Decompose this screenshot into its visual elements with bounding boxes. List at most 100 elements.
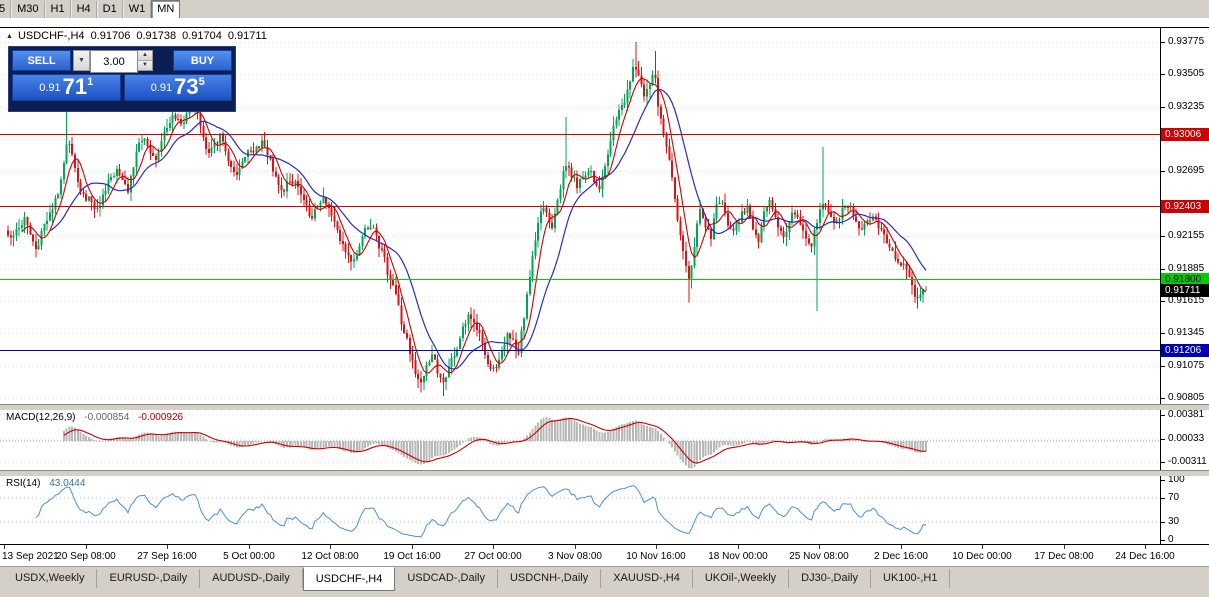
macd-signal-line bbox=[63, 418, 927, 464]
rsi-indicator-pane: RSI(14) 43.0444 bbox=[0, 476, 1161, 544]
rsi-axis[interactable]: 100 70 30 0 bbox=[1161, 476, 1209, 544]
price-tick-label: 0.91885 bbox=[1168, 263, 1205, 274]
chart-open-value: 0.91706 bbox=[90, 30, 131, 42]
horizontal-level-line-0.91206[interactable] bbox=[0, 350, 1160, 351]
chart-tab-uk100-h1[interactable]: UK100-,H1 bbox=[871, 569, 951, 588]
one-click-collapse-icon[interactable]: ▲ bbox=[6, 32, 13, 40]
price-tick-label: 0.92155 bbox=[1168, 230, 1205, 241]
price-axis[interactable]: 0.937750.935050.932350.929650.926950.921… bbox=[1161, 28, 1209, 404]
time-axis-tick bbox=[167, 545, 168, 549]
bid-quote-button[interactable]: 0.91 71 1 bbox=[12, 74, 121, 101]
time-axis-tick bbox=[1064, 545, 1065, 549]
macd-signal-value: -0.000926 bbox=[138, 412, 184, 423]
time-axis[interactable]: 13 Sep 2021 20 Sep 08:00 27 Sep 16:00 5 Oct… bbox=[0, 544, 1209, 567]
horizontal-level-line-0.92403[interactable] bbox=[0, 206, 1160, 207]
timeframe-button-5[interactable]: 5 bbox=[0, 0, 12, 18]
rsi-tick-label: 30 bbox=[1168, 516, 1180, 527]
price-tick-label: 0.91615 bbox=[1168, 295, 1205, 306]
chart-top-border bbox=[0, 27, 1209, 28]
price-axis-tick bbox=[1161, 74, 1165, 75]
price-tick-label: 0.93775 bbox=[1168, 36, 1205, 47]
timeframe-button-M30[interactable]: M30 bbox=[11, 0, 45, 18]
one-click-trading-panel: SELL ▼ ▲ ▼ BUY 0.91 71 1 0.91 73 5 bbox=[8, 46, 236, 112]
time-tick-label: 5 Oct 00:00 bbox=[223, 551, 275, 562]
chart-close-value: 0.91711 bbox=[227, 30, 267, 42]
chart-tab-dj30-daily[interactable]: DJ30-,Daily bbox=[789, 569, 872, 588]
macd-axis-tick bbox=[1161, 415, 1165, 416]
volume-spin-down-icon[interactable]: ▼ bbox=[138, 60, 152, 70]
time-tick-label: 17 Dec 08:00 bbox=[1034, 551, 1094, 562]
time-tick-label: 27 Oct 00:00 bbox=[464, 551, 522, 562]
buy-button[interactable]: BUY bbox=[173, 50, 232, 71]
price-chart-svg[interactable] bbox=[0, 28, 1160, 404]
price-axis-tick bbox=[1161, 333, 1165, 334]
volume-input[interactable] bbox=[90, 50, 138, 73]
time-tick-label: 27 Sep 16:00 bbox=[137, 551, 197, 562]
time-tick-label: 10 Dec 00:00 bbox=[952, 551, 1012, 562]
ask-big-digits: 73 bbox=[174, 74, 199, 99]
chart-tab-usdcad-daily[interactable]: USDCAD-,Daily bbox=[395, 569, 498, 588]
price-axis-tick bbox=[1161, 236, 1165, 237]
rsi-label: RSI(14) 43.0444 bbox=[6, 478, 85, 489]
chart-tab-audusd-daily[interactable]: AUDUSD-,Daily bbox=[200, 569, 303, 588]
rsi-tick-label: 0 bbox=[1168, 534, 1174, 544]
volume-spin-up-icon[interactable]: ▲ bbox=[138, 51, 152, 60]
price-axis-tick bbox=[1161, 301, 1165, 302]
price-axis-tick bbox=[1161, 171, 1165, 172]
chart-tab-ukoil-weekly[interactable]: UKOil-,Weekly bbox=[693, 569, 790, 588]
volume-spinner: ▲ ▼ bbox=[138, 50, 153, 71]
time-axis-tick bbox=[1145, 545, 1146, 549]
macd-main-value: -0.000854 bbox=[84, 412, 130, 423]
chart-tab-xauusd-h4[interactable]: XAUUSD-,H4 bbox=[601, 569, 693, 588]
current-price-tag: 0.91711 bbox=[1161, 284, 1209, 297]
timeframe-button-MN[interactable]: MN bbox=[151, 0, 181, 18]
time-tick-label: 20 Sep 08:00 bbox=[56, 551, 116, 562]
chart-tab-usdx-weekly[interactable]: USDX,Weekly bbox=[3, 569, 98, 588]
ask-quote-button[interactable]: 0.91 73 5 bbox=[123, 74, 232, 101]
macd-indicator-pane: MACD(12,26,9) -0.000854 -0.000926 bbox=[0, 410, 1161, 470]
chart-tabs-bar: USDX,Weekly EURUSD-,Daily AUDUSD-,Daily USD… bbox=[0, 566, 1209, 591]
macd-axis-tick bbox=[1161, 439, 1165, 440]
bid-big-digits: 71 bbox=[62, 74, 88, 99]
time-tick-label: 3 Nov 08:00 bbox=[548, 551, 602, 562]
sell-button[interactable]: SELL bbox=[12, 50, 71, 71]
time-tick-label: 24 Dec 16:00 bbox=[1115, 551, 1175, 562]
chart-high-value: 0.91738 bbox=[136, 30, 177, 42]
time-axis-tick bbox=[819, 545, 820, 549]
price-axis-tick bbox=[1161, 107, 1165, 108]
price-tick-label: 0.91345 bbox=[1168, 327, 1205, 338]
macd-axis[interactable]: 0.00381 0.00033 -0.00311 bbox=[1161, 410, 1209, 470]
timeframe-button-D1[interactable]: D1 bbox=[96, 0, 123, 18]
bid-prefix: 0.91 bbox=[39, 82, 61, 94]
timeframe-button-H1[interactable]: H1 bbox=[44, 0, 71, 18]
timeframe-button-H4[interactable]: H4 bbox=[70, 0, 97, 18]
macd-name: MACD(12,26,9) bbox=[6, 412, 76, 423]
horizontal-level-line-0.93006[interactable] bbox=[0, 134, 1160, 135]
timeframe-button-W1[interactable]: W1 bbox=[122, 0, 152, 18]
rsi-axis-tick bbox=[1161, 480, 1165, 481]
ma-fast-line bbox=[21, 77, 927, 374]
chart-tab-eurusd-daily[interactable]: EURUSD-,Daily bbox=[97, 569, 201, 588]
time-axis-tick bbox=[330, 545, 331, 549]
macd-tick-label: 0.00033 bbox=[1168, 433, 1205, 444]
time-axis-tick bbox=[982, 545, 983, 549]
time-tick-label: 2 Dec 16:00 bbox=[874, 551, 928, 562]
price-tick-label: 0.93505 bbox=[1168, 68, 1205, 79]
price-tick-label: 0.91075 bbox=[1168, 360, 1205, 371]
volume-dropdown-icon[interactable]: ▼ bbox=[73, 50, 90, 71]
macd-axis-tick bbox=[1161, 462, 1165, 463]
chart-header: ▲ USDCHF-,H4 0.91706 0.91738 0.91704 0.9… bbox=[6, 30, 267, 42]
horizontal-level-line-0.91800[interactable] bbox=[0, 279, 1160, 280]
rsi-svg[interactable] bbox=[0, 476, 1160, 544]
chart-tab-usdchf-h4[interactable]: USDCHF-,H4 bbox=[302, 567, 396, 591]
time-tick-label: 10 Nov 16:00 bbox=[626, 551, 686, 562]
time-axis-tick bbox=[249, 545, 250, 549]
ask-prefix: 0.91 bbox=[150, 82, 173, 94]
macd-svg[interactable] bbox=[0, 410, 1160, 470]
chart-tab-usdcnh-daily[interactable]: USDCNH-,Daily bbox=[498, 569, 602, 588]
chart-low-value: 0.91704 bbox=[182, 30, 222, 42]
price-level-tag-0.93006: 0.93006 bbox=[1161, 128, 1209, 141]
price-level-tag-0.92403: 0.92403 bbox=[1161, 200, 1209, 213]
chart-symbol-period: USDCHF-,H4 bbox=[17, 30, 85, 42]
